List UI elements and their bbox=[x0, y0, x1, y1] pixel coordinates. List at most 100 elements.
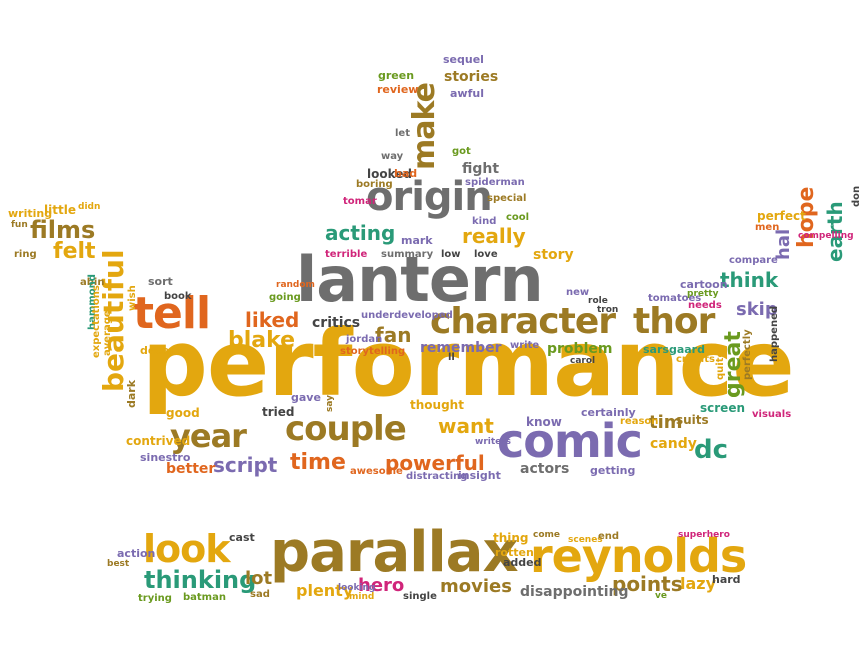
word-say: say bbox=[325, 394, 335, 412]
word-looking: looking bbox=[338, 583, 376, 593]
word-dark: dark bbox=[125, 379, 138, 408]
word-way: way bbox=[381, 151, 404, 162]
word-happened: happened bbox=[769, 305, 780, 362]
word-films: films bbox=[30, 216, 96, 244]
word-awful: awful bbox=[450, 87, 484, 100]
word-parallax: parallax bbox=[270, 520, 519, 585]
word-ll: ll bbox=[448, 352, 455, 363]
word-blake: blake bbox=[228, 328, 296, 353]
word-hero: hero bbox=[358, 575, 405, 596]
word-visuals: visuals bbox=[752, 409, 792, 420]
word-sort: sort bbox=[148, 275, 173, 288]
word-thor: thor bbox=[633, 301, 715, 342]
word-thing: thing bbox=[493, 531, 529, 545]
word-reason: reason bbox=[620, 416, 659, 427]
word-average: average bbox=[102, 310, 113, 356]
word-writers: writers bbox=[475, 437, 512, 447]
word-credits: credits bbox=[676, 354, 715, 365]
word-action: action bbox=[117, 547, 156, 560]
word-lot: lot bbox=[245, 568, 273, 589]
word-mark: mark bbox=[401, 234, 433, 247]
word-performance: performance bbox=[142, 310, 795, 417]
word-movies: movies bbox=[440, 576, 512, 597]
word-gave: gave bbox=[291, 391, 321, 404]
word-bad: bad bbox=[394, 167, 418, 180]
word-disappointing: disappointing bbox=[520, 584, 629, 600]
word-cast: cast bbox=[229, 531, 255, 544]
word-writing: writing bbox=[8, 207, 53, 220]
word-storytelling: storytelling bbox=[340, 346, 406, 357]
word-mind: mind bbox=[349, 592, 375, 602]
word-year: year bbox=[170, 417, 247, 455]
word-plenty: plenty bbox=[296, 581, 354, 600]
word-sequel: sequel bbox=[443, 53, 484, 66]
word-abin: abin bbox=[80, 277, 105, 288]
word-end: end bbox=[598, 531, 620, 542]
word-looked: looked bbox=[367, 167, 412, 181]
word-rotten: rotten bbox=[495, 546, 534, 559]
word-skip: skip bbox=[736, 299, 778, 320]
word-summary: summary bbox=[381, 249, 434, 260]
word-getting: getting bbox=[590, 464, 636, 477]
word-thought: thought bbox=[410, 398, 464, 412]
word-scenes: scenes bbox=[568, 535, 603, 545]
word-sarsgaard: sarsgaard bbox=[643, 343, 705, 356]
word-sinestro: sinestro bbox=[140, 451, 191, 464]
word-role: role bbox=[588, 296, 608, 306]
word-thinking: thinking bbox=[144, 566, 257, 594]
word-low: low bbox=[441, 249, 461, 260]
word-hard: hard bbox=[712, 573, 741, 586]
word-perfect: perfect bbox=[757, 209, 806, 223]
word-wish: wish bbox=[127, 285, 138, 311]
word-random: random bbox=[276, 280, 315, 290]
word-felt: felt bbox=[53, 239, 96, 264]
word-dc: dc bbox=[694, 435, 729, 465]
word-time: time bbox=[290, 450, 346, 475]
word-tried: tried bbox=[262, 405, 295, 419]
word-tim: tim bbox=[649, 412, 683, 433]
word-tron: tron bbox=[597, 305, 619, 315]
word-awesome: awesome bbox=[350, 466, 403, 477]
word-contrived: contrived bbox=[126, 434, 191, 448]
word-kind: kind bbox=[472, 216, 497, 227]
word-don: don bbox=[851, 185, 862, 207]
word-needs: needs bbox=[688, 300, 722, 311]
word-added: added bbox=[503, 556, 542, 569]
word-powerful: powerful bbox=[385, 451, 485, 475]
word-compelling: compelling bbox=[798, 231, 854, 241]
word-sad: sad bbox=[250, 589, 270, 600]
word-acting: acting bbox=[325, 221, 396, 245]
word-men: men bbox=[755, 222, 780, 233]
word-fan: fan bbox=[375, 323, 412, 347]
word-lazy: lazy bbox=[680, 574, 717, 593]
word-look: look bbox=[143, 527, 231, 571]
word-make: make bbox=[407, 83, 442, 170]
word-screen: screen bbox=[700, 401, 745, 415]
word-batman: batman bbox=[183, 592, 226, 603]
word-review: review bbox=[377, 83, 419, 96]
word-cartoon: cartoon bbox=[680, 278, 728, 291]
word-certainly: certainly bbox=[581, 406, 636, 419]
word-candy: candy bbox=[650, 436, 697, 452]
word-decent: decent bbox=[140, 344, 183, 357]
word-trying: trying bbox=[138, 593, 172, 604]
word-insight: insight bbox=[458, 469, 501, 482]
word-green: green bbox=[378, 69, 415, 82]
word-expectations: expectations bbox=[91, 285, 102, 358]
word-new: new bbox=[566, 287, 590, 298]
word-actors: actors bbox=[520, 461, 570, 477]
word-pretty: pretty bbox=[687, 289, 719, 299]
word-good: good bbox=[166, 406, 200, 420]
word-points: points bbox=[612, 572, 683, 596]
word-superhero: superhero bbox=[678, 530, 730, 540]
word-ring: ring bbox=[14, 249, 37, 260]
word-liked: liked bbox=[245, 308, 300, 332]
word-write: write bbox=[510, 340, 540, 351]
word-better: better bbox=[166, 461, 216, 477]
word-perfectly: perfectly bbox=[742, 329, 753, 380]
word-single: single bbox=[403, 591, 437, 602]
word-fun: fun bbox=[11, 220, 28, 230]
word-come: come bbox=[533, 530, 560, 540]
word-tomatoes: tomatoes bbox=[648, 293, 702, 304]
